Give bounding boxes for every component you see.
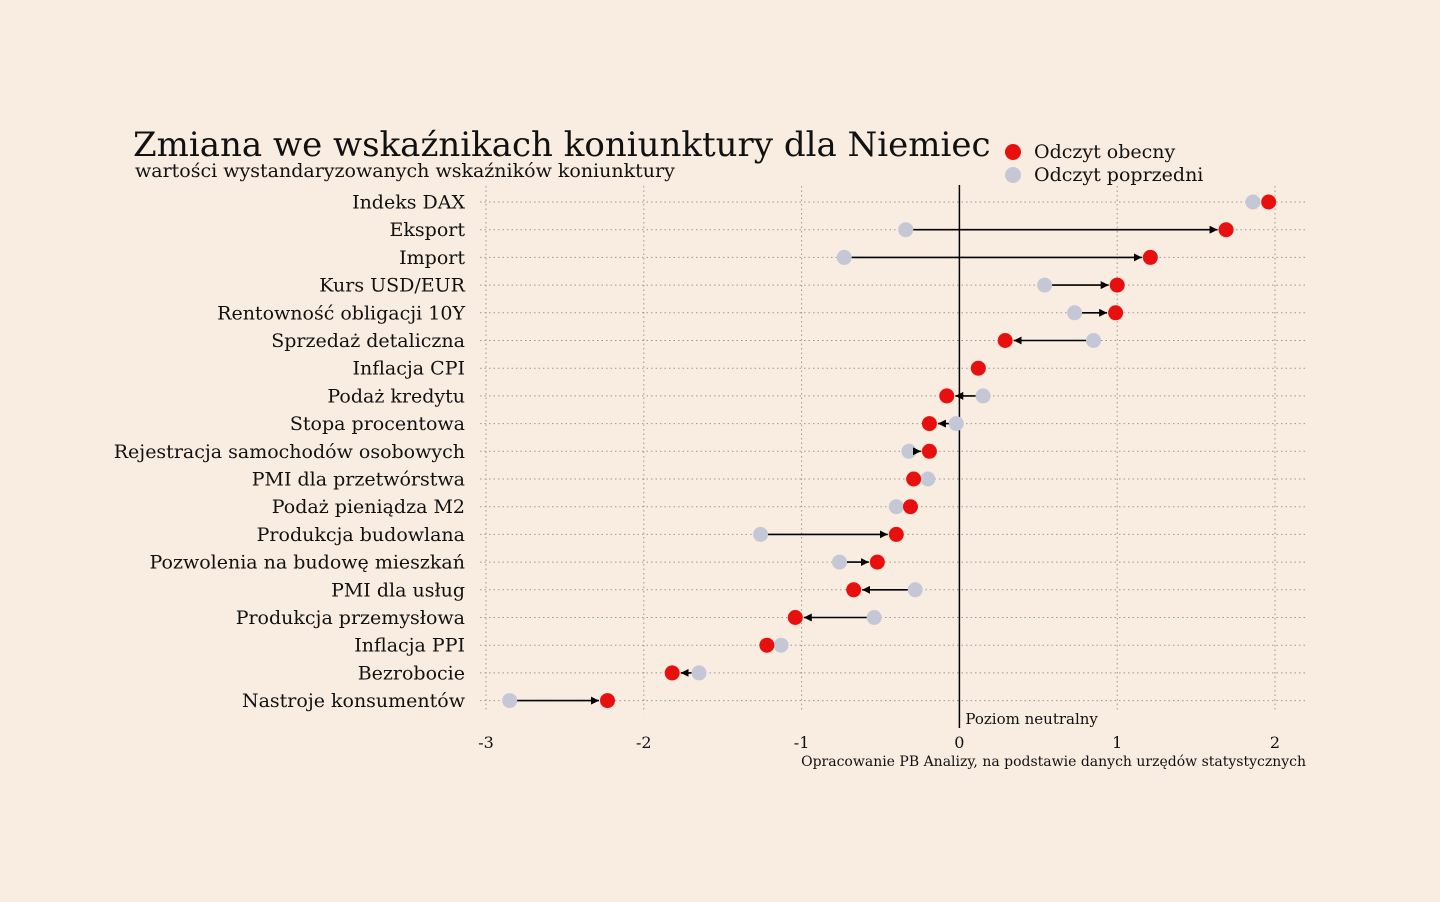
category-label: Inflacja PPI	[354, 635, 465, 657]
current-value-dot	[939, 388, 955, 404]
previous-value-dot	[898, 222, 914, 238]
current-value-dot	[997, 333, 1013, 348]
current-value-dot	[664, 665, 680, 681]
previous-value-dot	[1067, 305, 1083, 321]
source-note: Opracowanie PB Analizy, na podstawie dan…	[801, 754, 1306, 770]
category-label: Bezrobocie	[358, 662, 465, 684]
x-tick-label: -1	[794, 733, 810, 752]
zero-line-group: Poziom neutralny	[958, 185, 1098, 728]
previous-value-dot	[866, 610, 882, 625]
x-tick-label: -2	[636, 733, 652, 752]
current-value-dot	[869, 554, 885, 570]
current-value-dot	[902, 499, 918, 515]
current-value-dot	[1218, 222, 1234, 238]
category-label: Stopa procentowa	[290, 413, 465, 435]
category-label: Nastroje konsumentów	[242, 690, 466, 712]
previous-value-dot	[691, 665, 707, 681]
category-label: Indeks DAX	[352, 192, 465, 214]
category-label: Produkcja budowlana	[257, 524, 465, 546]
category-label: Podaż pieniądza M2	[272, 496, 465, 518]
current-value-dot	[846, 582, 862, 598]
current-value-dot	[759, 637, 775, 653]
grid	[480, 186, 1305, 713]
category-labels: Indeks DAX Eksport Import Kurs USD/EUR Rento…	[114, 192, 466, 713]
category-label: Rentowność obligacji 10Y	[217, 302, 465, 324]
previous-value-dot	[502, 693, 518, 709]
legend-current-marker	[1005, 144, 1021, 160]
category-label: Podaż kredytu	[327, 385, 465, 407]
current-value-dot	[1109, 277, 1125, 293]
current-value-dot	[1108, 305, 1124, 321]
x-axis-ticks: -3 -2 -1 0 1 2	[478, 733, 1280, 752]
previous-value-dot	[831, 554, 847, 570]
x-tick-label: -3	[478, 733, 494, 752]
category-label: Import	[399, 247, 465, 269]
previous-value-dot	[836, 249, 852, 265]
current-value-dot	[787, 610, 803, 625]
previous-value-dot	[907, 582, 923, 598]
previous-value-dot	[948, 416, 964, 432]
category-label: Inflacja CPI	[353, 358, 465, 380]
legend-previous-marker	[1005, 167, 1021, 183]
zero-line-label: Poziom neutralny	[965, 710, 1098, 728]
category-label: Pozwolenia na budowę mieszkań	[150, 552, 466, 574]
legend-current-label: Odczyt obecny	[1034, 141, 1176, 163]
previous-value-dot	[888, 499, 904, 515]
x-tick-label: 2	[1270, 733, 1280, 752]
category-label: Rejestracja samochodów osobowych	[114, 441, 465, 463]
previous-value-dot	[753, 526, 769, 542]
x-tick-label: 1	[1112, 733, 1122, 752]
category-label: Eksport	[390, 219, 466, 241]
legend-previous-label: Odczyt poprzedni	[1034, 164, 1203, 186]
current-value-dot	[600, 693, 616, 709]
category-label: Kurs USD/EUR	[319, 275, 465, 297]
category-label: Sprzedaż detaliczna	[271, 330, 465, 352]
category-label: PMI dla usług	[331, 579, 465, 601]
previous-value-dot	[920, 471, 936, 487]
previous-value-dot	[975, 388, 991, 404]
current-value-dot	[970, 360, 986, 376]
current-value-dot	[1142, 249, 1158, 265]
category-label: Produkcja przemysłowa	[236, 607, 465, 629]
current-value-dot	[921, 416, 937, 432]
chart-marks	[502, 194, 1277, 709]
current-value-dot	[1261, 194, 1277, 210]
current-value-dot	[921, 443, 937, 459]
current-value-dot	[888, 526, 904, 542]
previous-value-dot	[1037, 277, 1053, 293]
chart-subtitle: wartości wystandaryzowanych wskaźników k…	[135, 160, 675, 182]
previous-value-dot	[1086, 333, 1102, 348]
previous-value-dot	[901, 443, 917, 459]
legend: Odczyt obecny Odczyt poprzedni	[1005, 141, 1203, 186]
x-tick-label: 0	[954, 733, 964, 752]
chart-title: Zmiana we wskaźnikach koniunktury dla Ni…	[133, 125, 991, 165]
category-label: PMI dla przetwórstwa	[252, 469, 465, 491]
current-value-dot	[906, 471, 922, 487]
previous-value-dot	[773, 637, 789, 653]
previous-value-dot	[1245, 194, 1261, 210]
